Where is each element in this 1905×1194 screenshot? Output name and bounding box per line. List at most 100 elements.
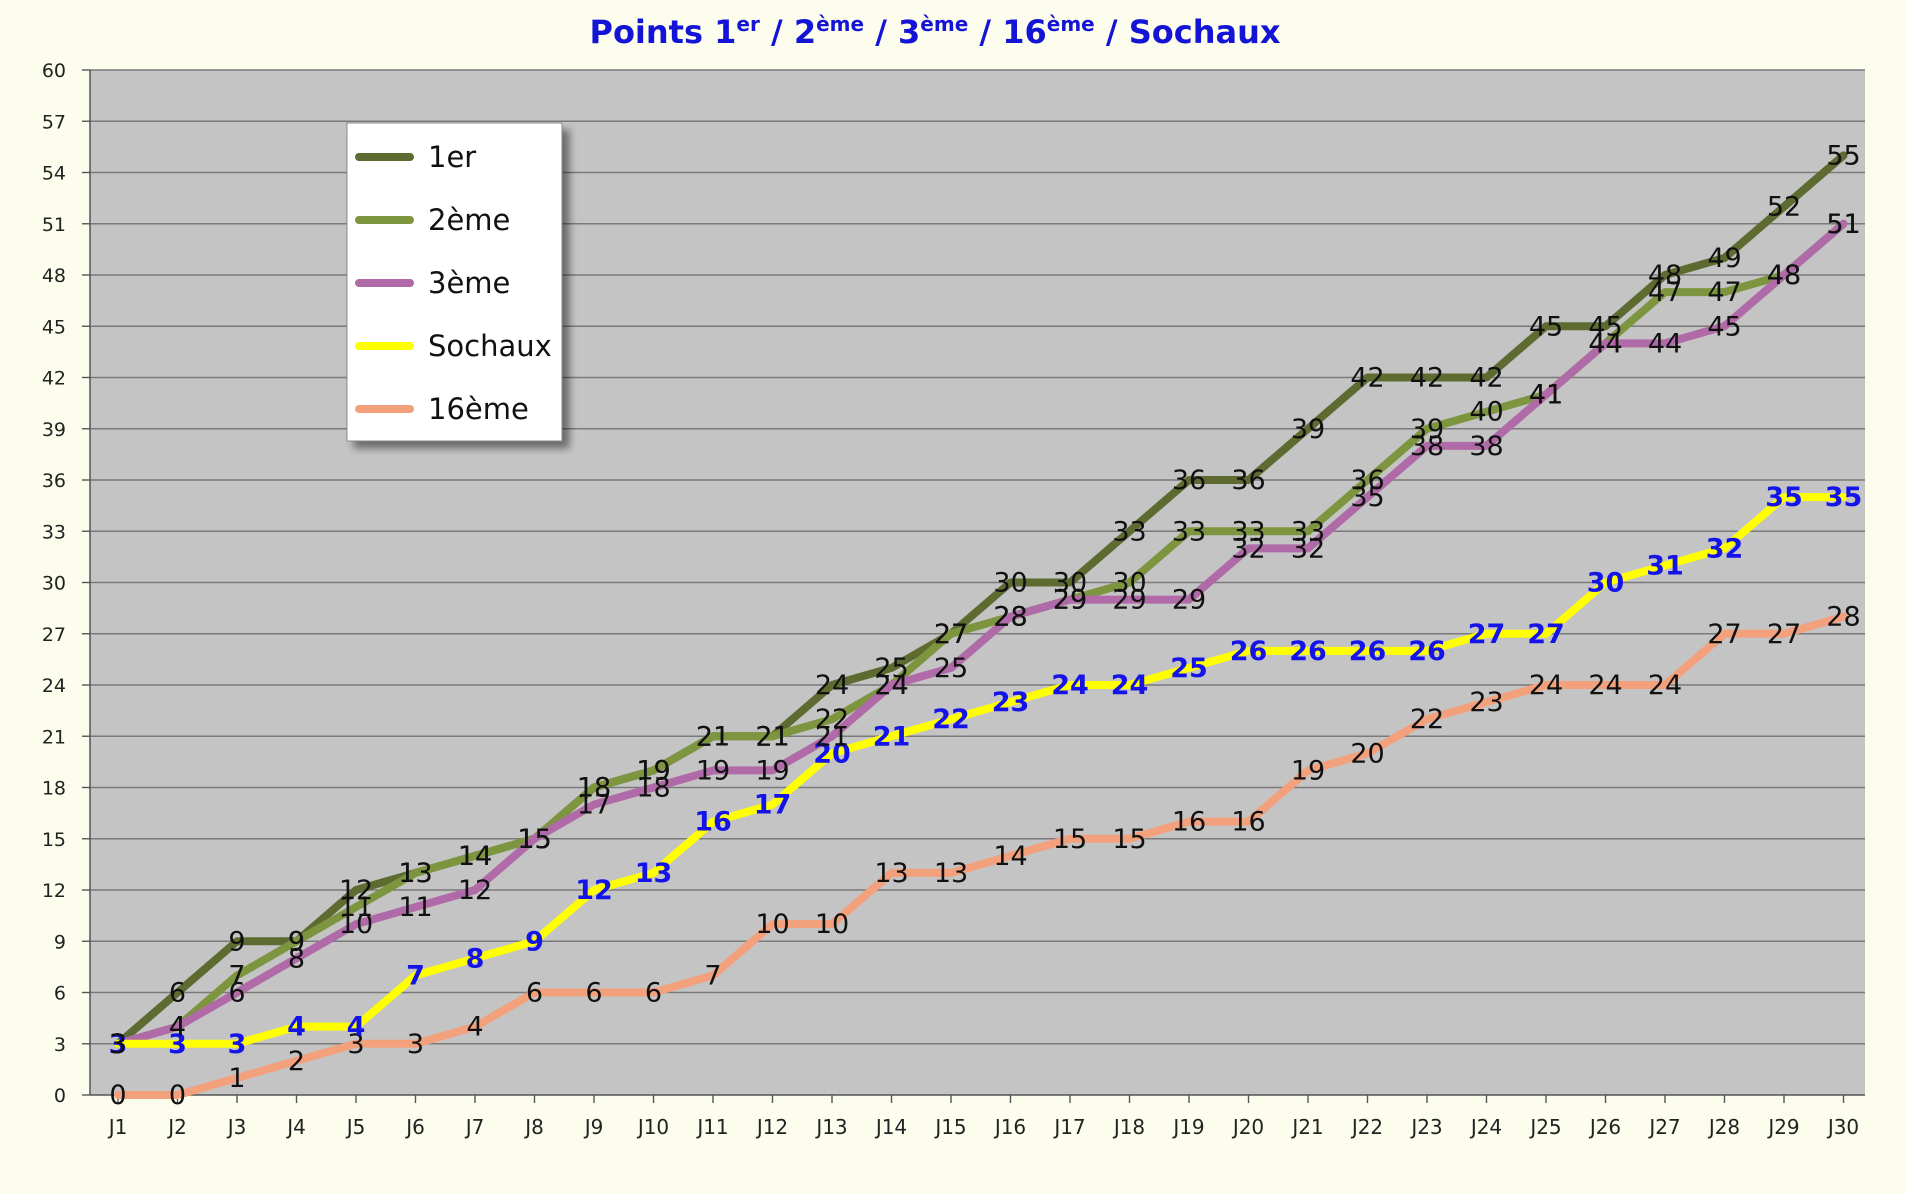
data-label-16ème: 27 [1767, 619, 1801, 650]
data-label-Sochaux: 12 [575, 875, 613, 906]
data-label-Sochaux: 16 [694, 807, 732, 838]
y-tick-label: 27 [42, 624, 66, 646]
y-tick-label: 45 [42, 316, 66, 338]
data-label-16ème: 24 [1588, 670, 1622, 701]
data-label-1er: 19 [636, 755, 670, 786]
data-label-Sochaux: 31 [1646, 550, 1684, 581]
x-tick-label: J8 [523, 1115, 544, 1139]
data-label-3ème: 4 [169, 1012, 186, 1043]
data-label-16ème: 10 [755, 909, 789, 940]
data-label-2ème: 33 [1291, 516, 1325, 547]
x-tick-label: J29 [1766, 1115, 1799, 1139]
y-tick-label: 9 [54, 931, 66, 953]
data-label-2ème: 7 [228, 960, 245, 991]
data-label-2ème: 30 [1112, 568, 1146, 599]
data-label-2ème: 47 [1648, 277, 1682, 308]
data-label-1er: 55 [1826, 140, 1860, 171]
gridlines [90, 69, 1865, 1045]
data-label-1er: 25 [874, 653, 908, 684]
x-tick-label: J2 [166, 1115, 187, 1139]
x-tick-label: J17 [1052, 1115, 1085, 1139]
data-label-1er: 9 [288, 926, 305, 957]
data-label-16ème: 19 [1291, 755, 1325, 786]
x-tick-label: J18 [1112, 1115, 1145, 1139]
y-tick-label: 21 [42, 726, 66, 748]
data-label-1er: 21 [755, 721, 789, 752]
data-label-16ème: 3 [407, 1029, 424, 1060]
data-label-3ème: 32 [1291, 533, 1325, 564]
x-tick-label: J6 [404, 1115, 425, 1139]
data-label-1er: 14 [458, 841, 492, 872]
y-tick-label: 6 [54, 983, 66, 1005]
x-tick-label: J23 [1409, 1115, 1442, 1139]
title-segment: / 2 [760, 13, 816, 51]
data-label-16ème: 16 [1231, 807, 1265, 838]
data-label-Sochaux: 3 [109, 1029, 128, 1060]
data-label-1er: 49 [1707, 243, 1741, 274]
data-label-3ème: 25 [934, 653, 968, 684]
x-tick-label: J30 [1826, 1115, 1859, 1139]
title-segment: / Sochaux [1095, 13, 1281, 51]
legend-label: 16ème [428, 392, 529, 426]
title-superscript: ème [1047, 12, 1095, 36]
data-label-2ème: 21 [755, 721, 789, 752]
data-label-1er: 12 [339, 875, 373, 906]
data-label-3ème: 11 [398, 892, 432, 923]
data-label-2ème: 9 [288, 926, 305, 957]
data-label-1er: 21 [696, 721, 730, 752]
data-label-2ème: 27 [934, 619, 968, 650]
data-label-2ème: 3 [109, 1029, 126, 1060]
data-label-1er: 13 [398, 858, 432, 889]
data-label-Sochaux: 27 [1468, 619, 1506, 650]
data-label-2ème: 11 [339, 892, 373, 923]
x-tick-label: J21 [1290, 1115, 1323, 1139]
data-label-2ème: 24 [874, 670, 908, 701]
data-label-2ème: 18 [577, 773, 611, 804]
data-label-Sochaux: 3 [228, 1029, 247, 1060]
data-label-1er: 36 [1231, 465, 1265, 496]
x-tick-label: J28 [1707, 1115, 1740, 1139]
series-line-Sochaux [114, 493, 1848, 1048]
data-label-16ème: 23 [1469, 687, 1503, 718]
data-label-Sochaux: 17 [754, 790, 792, 821]
data-label-2ème: 40 [1469, 397, 1503, 428]
data-label-1er: 6 [169, 978, 186, 1009]
data-label-16ème: 24 [1648, 670, 1682, 701]
data-label-16ème: 13 [934, 858, 968, 889]
data-label-16ème: 1 [228, 1063, 245, 1094]
x-tick-label: J13 [814, 1115, 847, 1139]
data-label-1er: 48 [1648, 260, 1682, 291]
x-tick-label: J22 [1350, 1115, 1383, 1139]
legend: 1er 2ème 3ème Sochaux 16ème [346, 122, 563, 442]
y-tick-label: 33 [42, 521, 66, 543]
data-label-Sochaux: 9 [525, 926, 544, 957]
data-label-3ème: 15 [517, 824, 551, 855]
data-label-16ème: 4 [466, 1012, 483, 1043]
data-label-16ème: 0 [109, 1080, 126, 1111]
data-label-3ème: 29 [1172, 585, 1206, 616]
data-label-3ème: 44 [1648, 328, 1682, 359]
x-tick-label: J26 [1588, 1115, 1621, 1139]
x-tick-label: J5 [345, 1115, 366, 1139]
data-label-2ème: 28 [993, 602, 1027, 633]
y-tick-label: 30 [42, 573, 66, 595]
y-tick-label: 36 [42, 470, 66, 492]
data-label-3ème: 3 [109, 1029, 126, 1060]
data-label-16ème: 28 [1826, 602, 1860, 633]
data-label-2ème: 48 [1767, 260, 1801, 291]
data-label-1er: 18 [577, 773, 611, 804]
data-label-1er: 39 [1291, 414, 1325, 445]
data-label-16ème: 2 [288, 1046, 305, 1077]
data-label-2ème: 51 [1826, 209, 1860, 240]
data-label-2ème: 41 [1529, 380, 1563, 411]
data-label-3ème: 10 [339, 909, 373, 940]
data-label-Sochaux: 4 [347, 1012, 366, 1043]
y-tick-label: 51 [42, 214, 66, 236]
data-label-1er: 9 [228, 926, 245, 957]
data-label-3ème: 12 [458, 875, 492, 906]
data-label-3ème: 21 [815, 721, 849, 752]
title-segment: / 3 [864, 13, 920, 51]
data-label-3ème: 38 [1410, 431, 1444, 462]
data-label-3ème: 32 [1231, 533, 1265, 564]
title-segment: / 16 [968, 13, 1047, 51]
